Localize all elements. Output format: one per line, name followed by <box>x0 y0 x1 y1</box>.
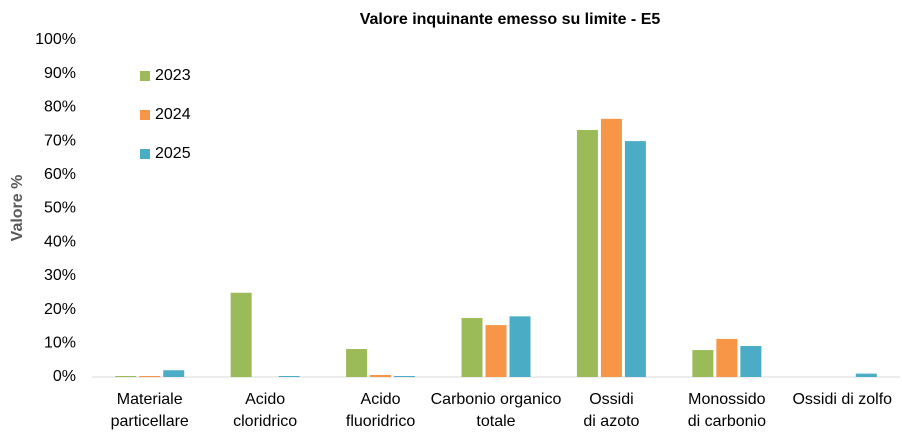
bar <box>855 373 877 377</box>
bar <box>576 129 598 377</box>
bar <box>394 375 416 377</box>
legend-label: 2023 <box>155 67 191 84</box>
x-tick-label: Materiale particellare <box>110 391 189 430</box>
legend-swatch <box>140 149 150 159</box>
bar <box>163 370 185 377</box>
legend-swatch <box>140 110 150 120</box>
x-tick-label: Acido cloridrico <box>233 391 298 430</box>
y-tick-label: 80% <box>44 99 76 116</box>
y-tick-label: 20% <box>44 301 76 318</box>
bar <box>461 318 483 377</box>
y-tick-label: 100% <box>35 31 76 48</box>
bar <box>115 375 137 377</box>
y-tick-label: 40% <box>44 233 76 250</box>
y-tick-label: 70% <box>44 132 76 149</box>
x-tick-label: Ossidi di zolfo <box>792 391 893 408</box>
y-tick-label: 30% <box>44 267 76 284</box>
x-tick-label: Acido fluoridrico <box>345 391 416 430</box>
bar <box>346 349 368 377</box>
legend-label: 2024 <box>155 106 191 123</box>
chart-title: Valore inquinante emesso su limite - E5 <box>360 11 661 28</box>
y-tick-label: 10% <box>44 335 76 352</box>
bar <box>278 375 300 377</box>
y-tick-label: 60% <box>44 166 76 183</box>
bar <box>509 316 531 377</box>
x-tick-label: Carbonio organico totale <box>430 391 562 430</box>
bar <box>370 374 392 377</box>
x-tick-label: Ossidi di azoto <box>583 391 640 430</box>
bar <box>600 118 622 377</box>
legend-swatch <box>140 71 150 81</box>
bar <box>230 292 252 377</box>
legend-label: 2025 <box>155 145 191 162</box>
bar <box>139 375 161 377</box>
y-axis-label: Valore % <box>9 175 26 242</box>
bar <box>716 338 738 377</box>
y-tick-label: 0% <box>53 368 76 385</box>
bar <box>740 345 762 377</box>
bar <box>692 350 714 377</box>
y-tick-label: 90% <box>44 65 76 82</box>
y-tick-label: 50% <box>44 200 76 217</box>
bar <box>485 325 507 377</box>
bar <box>624 141 646 377</box>
x-tick-label: Monossido di carbonio <box>687 391 766 430</box>
